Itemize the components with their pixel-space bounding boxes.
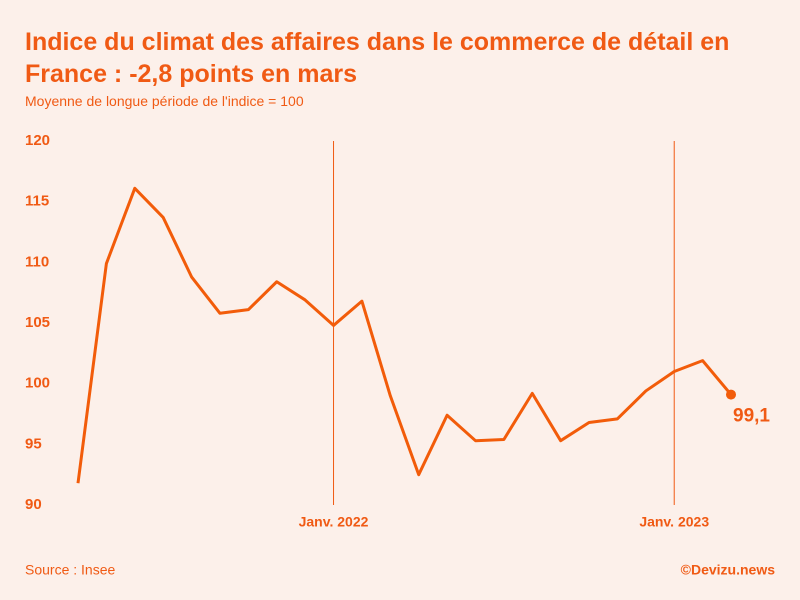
x-tick-label: Janv. 2023 — [639, 514, 709, 530]
chart-subtitle: Moyenne de longue période de l'indice = … — [25, 93, 304, 109]
y-tick-label: 90 — [25, 496, 42, 513]
y-tick-label: 110 — [25, 253, 49, 270]
y-tick-label: 100 — [25, 375, 50, 392]
y-tick-label: 105 — [25, 314, 50, 331]
y-tick-label: 120 — [25, 132, 50, 149]
x-tick-label: Janv. 2022 — [299, 514, 369, 530]
y-tick-label: 115 — [25, 193, 49, 210]
source: Source : Insee — [25, 562, 115, 578]
y-tick-label: 95 — [25, 435, 42, 452]
data-label: 99,1 — [733, 406, 770, 427]
line — [76, 186, 733, 484]
end-marker — [726, 389, 736, 400]
chart-title: Indice du climat des affaires dans le co… — [25, 28, 730, 88]
credit: ©Devizu.news — [681, 562, 776, 578]
